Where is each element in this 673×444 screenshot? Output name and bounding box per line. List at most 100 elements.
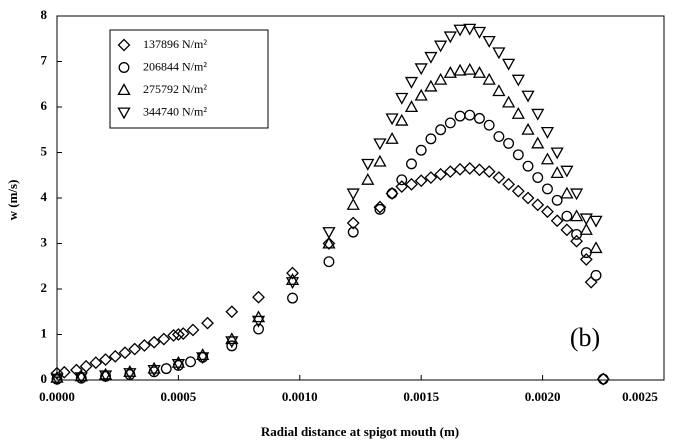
data-point <box>251 315 266 328</box>
data-point <box>118 346 132 360</box>
legend-label: 275792 N/m² <box>143 82 207 96</box>
legend-box <box>109 29 269 129</box>
data-point <box>74 372 88 385</box>
data-point <box>472 66 487 78</box>
data-point <box>531 136 545 149</box>
data-point <box>123 364 137 377</box>
data-point <box>171 355 186 368</box>
data-point <box>443 165 457 179</box>
data-point <box>285 273 300 285</box>
data-point <box>503 137 515 149</box>
data-point <box>531 108 545 121</box>
data-point <box>424 79 438 92</box>
data-point <box>99 353 112 366</box>
data-point <box>560 165 574 178</box>
data-point <box>285 277 300 290</box>
data-point <box>395 92 409 105</box>
data-point <box>511 184 525 198</box>
data-point <box>443 31 457 44</box>
data-point <box>89 356 103 370</box>
y-tick-label: 0 <box>41 371 48 386</box>
data-point <box>396 174 408 186</box>
data-point <box>361 172 375 185</box>
y-tick-label: 1 <box>41 325 48 340</box>
x-tick-label: 0.0025 <box>622 389 658 404</box>
x-tick-label: 0.0020 <box>525 389 561 404</box>
data-point <box>286 266 299 280</box>
data-point <box>404 100 419 113</box>
data-point <box>404 76 419 89</box>
data-point <box>108 349 122 363</box>
data-point <box>347 226 359 238</box>
data-point <box>226 340 238 352</box>
data-point <box>322 236 336 249</box>
legend-marker <box>117 107 131 120</box>
data-point <box>502 95 516 108</box>
data-point <box>201 316 214 330</box>
data-point <box>385 113 399 126</box>
data-point <box>373 200 387 214</box>
data-point <box>415 144 427 156</box>
data-point <box>346 216 360 230</box>
data-point <box>443 66 457 78</box>
data-point <box>414 88 428 101</box>
data-point <box>70 363 83 377</box>
data-point <box>550 214 564 228</box>
data-point <box>551 194 563 206</box>
data-point <box>225 332 239 345</box>
data-point <box>160 363 172 375</box>
data-point <box>186 323 200 337</box>
data-point <box>171 328 185 341</box>
y-tick-label: 2 <box>41 280 48 295</box>
data-point <box>454 110 466 122</box>
data-point <box>346 197 360 210</box>
data-point <box>74 369 88 382</box>
data-point <box>147 364 161 377</box>
data-point <box>414 63 428 76</box>
data-point <box>521 90 535 103</box>
data-point <box>482 165 496 179</box>
y-tick-label: 7 <box>41 52 48 67</box>
data-point <box>361 158 375 171</box>
data-point <box>185 356 196 368</box>
legend-marker <box>118 62 130 73</box>
data-point <box>322 227 336 239</box>
data-point <box>453 24 467 37</box>
data-point <box>225 305 239 319</box>
data-point <box>406 158 417 170</box>
data-point <box>79 359 93 373</box>
data-point <box>425 133 437 145</box>
data-point <box>550 166 564 179</box>
data-point <box>584 275 598 289</box>
data-point <box>50 373 64 386</box>
data-point <box>569 209 584 222</box>
data-point <box>589 241 603 254</box>
y-tick-label: 6 <box>41 98 48 113</box>
data-point <box>589 215 603 228</box>
data-point <box>405 177 418 191</box>
data-point <box>98 370 113 383</box>
data-point <box>502 177 516 191</box>
y-tick-label: 5 <box>41 143 48 158</box>
data-point <box>472 26 487 39</box>
data-point <box>560 186 574 199</box>
legend-label: 206844 N/m² <box>143 59 207 73</box>
data-point <box>522 160 534 172</box>
x-tick-label: 0.0000 <box>39 389 75 404</box>
data-point <box>424 51 438 64</box>
data-point <box>225 336 239 349</box>
legend-marker <box>117 83 131 96</box>
x-tick-label: 0.0005 <box>161 389 197 404</box>
data-point <box>579 253 593 266</box>
data-point <box>453 162 467 176</box>
data-point <box>287 292 298 304</box>
data-point <box>492 84 506 97</box>
data-point <box>50 370 64 383</box>
data-point <box>532 172 544 183</box>
data-point <box>322 237 336 250</box>
y-tick-label: 3 <box>41 234 48 249</box>
data-point <box>98 367 113 380</box>
data-point <box>540 126 555 139</box>
data-point <box>128 342 142 356</box>
